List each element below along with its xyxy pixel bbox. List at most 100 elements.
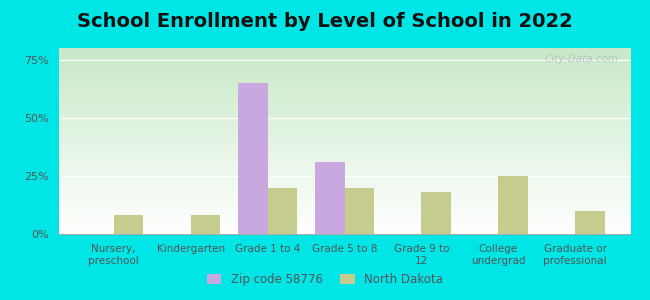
Bar [58,152,630,154]
Bar [58,89,630,91]
Bar [315,162,344,234]
Bar [58,228,630,230]
Bar [58,169,630,171]
Bar [58,126,630,128]
Bar [58,76,630,78]
Bar [58,102,630,104]
Bar [58,167,630,169]
Bar [58,189,630,191]
Bar [58,68,630,70]
Bar [58,188,630,189]
Text: City-Data.com: City-Data.com [545,54,619,64]
Bar [58,67,630,68]
Bar [58,96,630,98]
Bar [58,56,630,57]
Bar [58,106,630,107]
Bar [58,59,630,61]
Bar [58,48,630,50]
Bar [58,182,630,184]
Bar [58,111,630,113]
Bar [58,197,630,199]
Bar [114,215,143,234]
Bar [58,113,630,115]
Bar [58,147,630,148]
Bar [268,188,297,234]
Bar [58,110,630,111]
Bar [58,156,630,158]
Bar [58,223,630,225]
Bar [58,130,630,132]
Bar [499,176,528,234]
Bar [58,199,630,200]
Bar [58,117,630,119]
Bar [58,217,630,219]
Bar [58,212,630,214]
Bar [58,132,630,134]
Text: School Enrollment by Level of School in 2022: School Enrollment by Level of School in … [77,12,573,31]
Bar [58,200,630,202]
Bar [58,98,630,100]
Bar [58,210,630,212]
Bar [575,211,604,234]
Bar [58,158,630,160]
Bar [58,193,630,195]
Bar [58,122,630,124]
Bar [190,215,220,234]
Bar [58,202,630,204]
Bar [58,121,630,122]
Bar [58,204,630,206]
Bar [58,54,630,56]
Bar [58,72,630,74]
Bar [58,208,630,210]
Bar [58,70,630,72]
Bar [58,163,630,165]
Bar [58,85,630,87]
Bar [58,141,630,143]
Bar [58,107,630,110]
Bar [58,175,630,176]
Bar [58,80,630,82]
Bar [58,178,630,180]
Bar [58,180,630,182]
Bar [58,87,630,89]
Bar [58,74,630,76]
Bar [58,215,630,217]
Bar [344,188,374,234]
Bar [58,230,630,232]
Bar [58,115,630,117]
Bar [58,148,630,150]
Bar [58,119,630,121]
Bar [58,57,630,59]
Bar [58,150,630,152]
Bar [58,94,630,96]
Bar [58,91,630,93]
Bar [58,143,630,145]
Bar [58,78,630,80]
Bar [58,82,630,83]
Bar [58,206,630,208]
Bar [58,93,630,94]
Bar [58,232,630,234]
Bar [58,100,630,102]
Bar [58,195,630,197]
Bar [58,83,630,85]
Bar [58,226,630,228]
Legend: Zip code 58776, North Dakota: Zip code 58776, North Dakota [202,269,448,291]
Bar [58,172,630,175]
Bar [58,63,630,65]
Bar [421,192,450,234]
Bar [58,154,630,156]
Bar [58,124,630,126]
Bar [58,161,630,163]
Bar [58,52,630,54]
Bar [58,65,630,67]
Bar [58,214,630,215]
Bar [58,135,630,137]
Bar [58,219,630,221]
Bar [58,139,630,141]
Bar [58,137,630,139]
Bar [58,134,630,135]
Bar [58,184,630,186]
Bar [58,160,630,161]
Bar [58,165,630,167]
